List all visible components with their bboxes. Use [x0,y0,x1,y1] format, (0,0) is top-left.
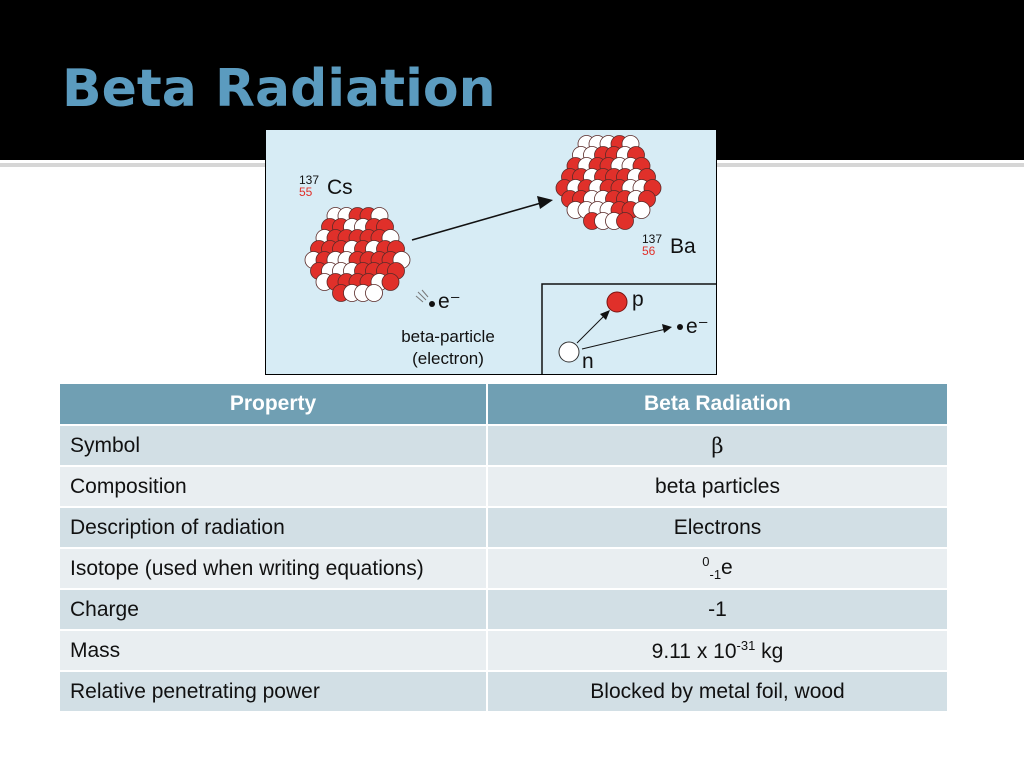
decay-arrow [411,202,542,241]
property-cell: Charge [60,589,488,631]
cesium-symbol: Cs [327,176,353,199]
table-row: Mass 9.11 x 10-31 kg [60,630,949,672]
value-cell: beta particles [487,466,949,508]
neutron-label: n [582,350,594,373]
table-header-row: Property Beta Radiation [60,384,949,426]
barium-nucleus [555,135,662,230]
barium-mass-number: 137 [642,232,663,246]
mass-unit: kg [755,639,784,663]
property-cell: Composition [60,466,488,508]
table-row: Symbol β [60,425,949,467]
cesium-mass-number: 137 [299,173,320,187]
beta-properties-table: Property Beta Radiation Symbol β Composi… [60,384,949,713]
value-cell: 9.11 x 10-31 kg [487,630,949,672]
property-cell: Relative penetrating power [60,671,488,713]
value-cell: 0-1e [487,548,949,590]
proton-label: p [632,288,644,311]
barium-symbol: Ba [670,235,696,258]
table-row: Charge -1 [60,589,949,631]
nucleon [616,212,634,230]
nucleon [381,273,400,291]
electron-arrowhead [662,324,672,333]
cesium-nucleus [304,207,411,302]
inset-electron-label: e⁻ [686,315,709,338]
barium-atomic-number: 56 [642,244,656,258]
inset-box [541,283,716,374]
electron-arrow [581,328,667,350]
emission-trail [417,291,427,301]
isotope-charge-subscript: -1 [709,567,722,583]
caption-line-1: beta-particle [401,327,495,346]
emission-trail [415,295,424,303]
decay-arrowhead [537,196,553,209]
neutron-particle [558,341,580,363]
mass-base: 9.11 x 10 [651,639,737,663]
emitted-electron-dot [429,301,435,307]
table-row: Composition beta particles [60,466,949,508]
property-cell: Mass [60,630,488,672]
proton-arrow [576,313,607,344]
emission-trail [421,289,429,298]
isotope-mass-superscript: 0 [702,554,710,570]
column-header-beta-radiation: Beta Radiation [487,384,949,426]
property-cell: Isotope (used when writing equations) [60,548,488,590]
mass-exponent: -31 [736,637,756,653]
value-cell: -1 [487,589,949,631]
inset-electron-dot [677,324,683,330]
nucleon [632,201,651,219]
value-cell: Blocked by metal foil, wood [487,671,949,713]
table-row: Description of radiation Electrons [60,507,949,549]
column-header-property: Property [60,384,488,426]
table-row: Relative penetrating power Blocked by me… [60,671,949,713]
beta-particle-caption: beta-particle (electron) [378,326,518,370]
value-cell: Electrons [487,507,949,549]
proton-arrowhead [600,310,610,320]
caption-line-2: (electron) [412,349,484,368]
emitted-electron-label: e⁻ [438,290,461,313]
isotope-symbol: e [721,556,733,580]
table-row: Isotope (used when writing equations) 0-… [60,548,949,590]
beta-decay-diagram: 137 55 Cs 137 56 Ba e⁻ beta-particle (el… [265,129,717,375]
diagram-graphics [304,135,716,374]
slide-title: Beta Radiation [62,59,496,119]
proton-particle [606,291,628,313]
nucleon [365,284,383,302]
property-cell: Description of radiation [60,507,488,549]
property-cell: Symbol [60,425,488,467]
value-cell: β [487,425,949,467]
cesium-atomic-number: 55 [299,185,313,199]
